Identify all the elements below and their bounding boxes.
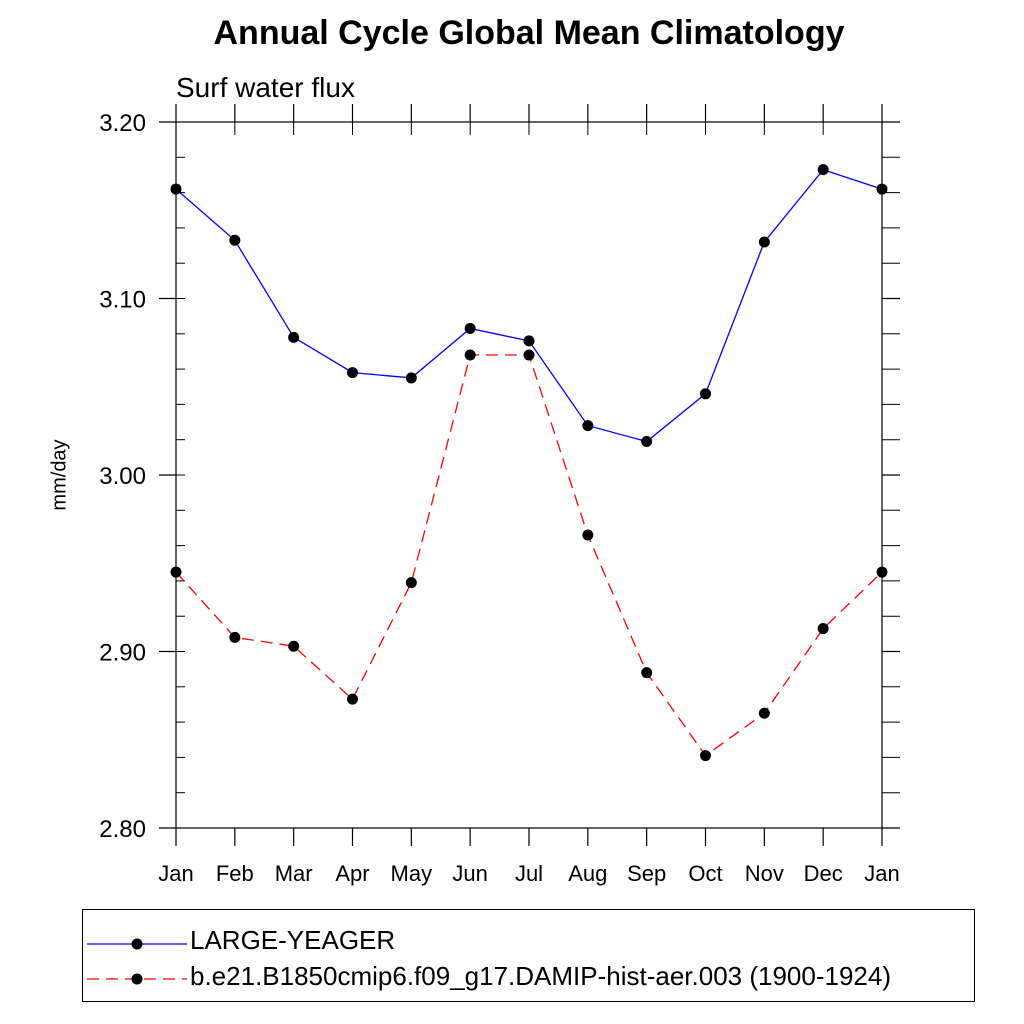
series-2-point — [758, 707, 770, 719]
chart-title: Annual Cycle Global Mean Climatology — [213, 14, 845, 52]
series-1-point — [464, 323, 476, 335]
series-2-point — [464, 349, 476, 361]
legend-entry-series-1: LARGE-YEAGER — [83, 924, 974, 964]
series-2-point — [582, 529, 594, 541]
x-tick-label: Aug — [568, 861, 607, 886]
series-2-point — [170, 566, 182, 578]
x-tick-label: Jan — [158, 861, 193, 886]
x-tick-label: Jul — [515, 861, 543, 886]
x-tick-label: Mar — [275, 861, 313, 886]
x-tick-label: May — [391, 861, 433, 886]
series-2-point — [523, 349, 535, 361]
series-1-point — [229, 234, 241, 246]
series-1-line — [175, 168, 883, 443]
chart-subtitle: Surf water flux — [176, 72, 355, 103]
series-1-point — [288, 331, 300, 343]
x-tick-label: Jun — [452, 861, 487, 886]
series-1-point — [405, 372, 417, 384]
legend-line-series-2 — [87, 973, 187, 985]
series-1-point — [582, 420, 594, 432]
y-tick-label: 2.80 — [99, 816, 146, 843]
x-tick-label: Feb — [216, 861, 254, 886]
series-2-point — [405, 577, 417, 589]
x-tick-label: Oct — [688, 861, 722, 886]
series-1-point — [817, 164, 829, 176]
y-tick-label: 3.00 — [99, 463, 146, 490]
series-1-point — [347, 367, 358, 379]
x-tick-label: Nov — [745, 861, 784, 886]
x-tick-label: Apr — [335, 861, 369, 886]
series-1-point — [170, 183, 182, 195]
legend-entry-series-2: b.e21.B1850cmip6.f09_g17.DAMIP-hist-aer.… — [83, 961, 974, 1001]
series-2-point — [288, 640, 300, 652]
series-2-point — [229, 631, 241, 643]
series-2-line — [175, 354, 883, 757]
legend-line-series-1 — [87, 938, 187, 950]
y-tick-label: 3.10 — [99, 287, 146, 314]
legend-label-series-1: LARGE-YEAGER — [190, 925, 396, 955]
plot-area: 3.20 3.10 3.00 2.90 2.80 Jan Feb Mar Apr May Jun Ju… — [99, 104, 900, 886]
series-2-point — [817, 623, 829, 635]
x-tick-label: Sep — [627, 861, 666, 886]
series-1-point — [700, 388, 711, 400]
y-tick-label: 3.20 — [99, 110, 146, 137]
series-2-point — [641, 667, 653, 679]
series-2-point — [347, 693, 358, 705]
series-2-point — [700, 750, 711, 762]
legend-label-series-2: b.e21.B1850cmip6.f09_g17.DAMIP-hist-aer.… — [190, 961, 891, 991]
x-tick-label: Dec — [804, 861, 843, 886]
series-1-point — [876, 183, 888, 195]
series-1-point — [523, 335, 535, 347]
y-tick-label: 2.90 — [99, 640, 146, 667]
series-1-point — [758, 236, 770, 248]
series-1-point — [641, 435, 653, 447]
x-tick-label: Jan — [864, 861, 899, 886]
series-2-point — [876, 566, 888, 578]
legend: LARGE-YEAGER b.e21.B1850cmip6.f09_g17.DA… — [82, 909, 975, 1002]
